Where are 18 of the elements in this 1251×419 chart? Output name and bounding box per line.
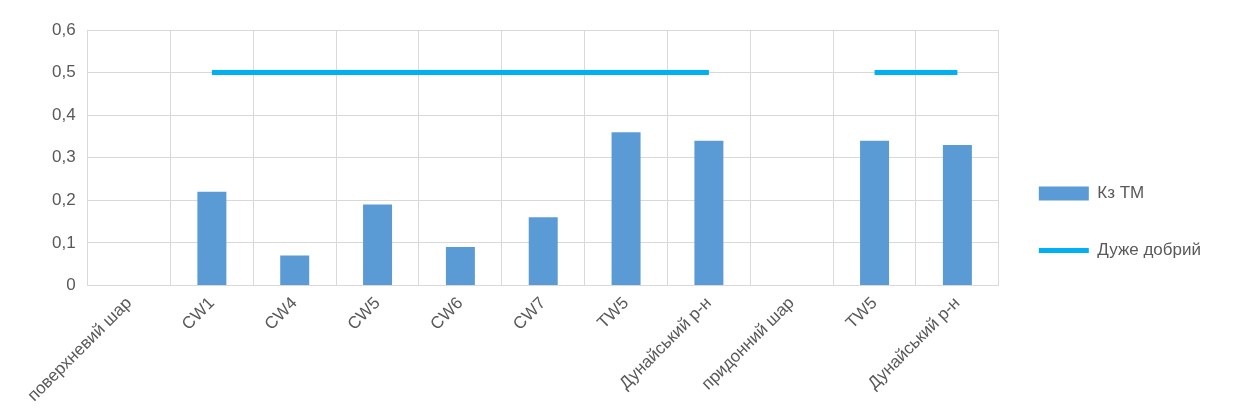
bar xyxy=(611,132,641,285)
bar xyxy=(694,140,724,285)
bar xyxy=(280,255,310,285)
bar xyxy=(860,140,890,285)
bar xyxy=(445,247,475,285)
legend-label: Дуже добрий xyxy=(1097,240,1201,260)
y-tick-label: 0,2 xyxy=(51,189,76,209)
bar xyxy=(942,144,972,285)
y-tick-label: 0,5 xyxy=(51,62,76,82)
bar xyxy=(197,191,227,285)
legend-label: Кз ТМ xyxy=(1097,183,1145,203)
bar xyxy=(528,217,558,285)
y-tick-label: 0,6 xyxy=(51,19,76,39)
y-tick-label: 0,4 xyxy=(51,104,76,124)
bar xyxy=(363,204,393,285)
y-tick-label: 0,1 xyxy=(51,232,76,252)
y-tick-label: 0 xyxy=(66,275,76,295)
y-tick-label: 0,3 xyxy=(51,147,76,167)
